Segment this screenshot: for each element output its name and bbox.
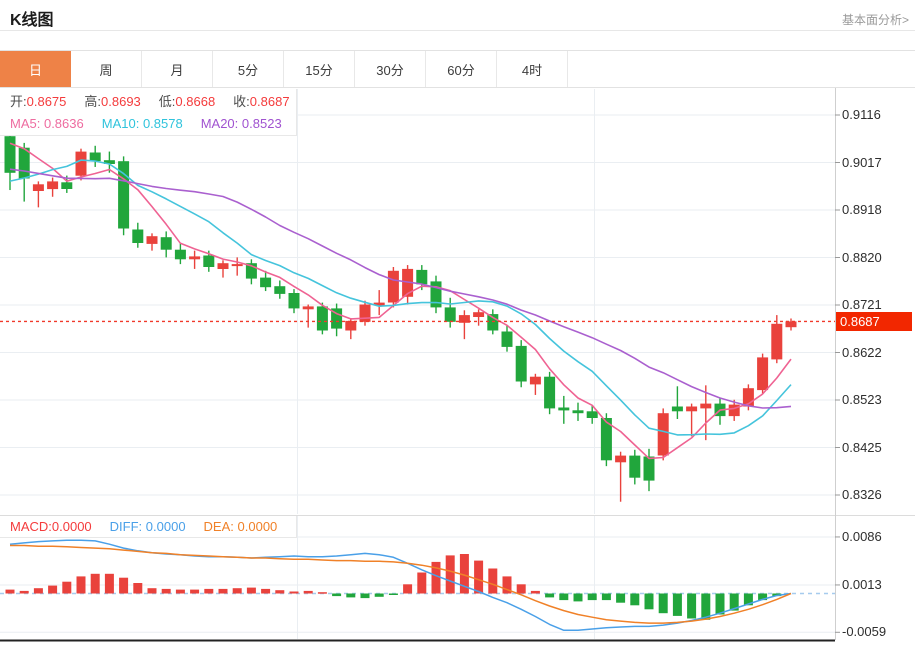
macd-axis-label: 0.0013	[842, 576, 882, 592]
price-axis-label: 0.9116	[842, 107, 881, 122]
price-axis-label: 0.8523	[842, 392, 882, 407]
tab-week[interactable]: 周	[71, 51, 142, 87]
tab-4hour[interactable]: 4时	[497, 51, 568, 87]
price-axis-label: 0.8622	[842, 344, 882, 360]
period-tab-strip: 日周月 5分 15分 30分 60分 4时	[0, 50, 915, 88]
price-axis-label: 0.9017	[842, 154, 882, 170]
macd-info-box: MACD:0.0000 DIFF: 0.0000 DEA: 0.0000	[0, 516, 297, 538]
price-axis-label: 0.8326	[842, 487, 882, 502]
macd-value: MACD:0.0000	[10, 519, 92, 534]
ma20-value: MA20: 0.8523	[200, 116, 282, 131]
tab-15min[interactable]: 15分	[284, 51, 355, 87]
macd-axis-label: 0.0086	[842, 528, 882, 544]
price-axis-label: 0.8820	[842, 249, 882, 265]
open-value: 开:0.8675	[10, 94, 67, 109]
price-axis-label: 0.8721	[842, 297, 882, 312]
tab-day[interactable]: 日	[0, 51, 71, 87]
price-axis-label: 0.8425	[842, 439, 882, 455]
current-price-flag: 0.8687	[836, 311, 912, 331]
ma10-value: MA10: 0.8578	[101, 116, 183, 131]
header-divider	[0, 30, 915, 31]
quote-info-box: 开:0.8675 高:0.8693 低:0.8668 收:0.8687 MA5:…	[0, 89, 297, 136]
high-value: 高:0.8693	[84, 94, 141, 109]
tab-5min[interactable]: 5分	[213, 51, 284, 87]
fundamental-analysis-link[interactable]: 基本面分析>	[841, 13, 909, 27]
low-value: 低:0.8668	[158, 94, 216, 109]
tab-month[interactable]: 月	[142, 51, 213, 87]
tab-60min[interactable]: 60分	[426, 51, 497, 87]
tab-30min[interactable]: 30分	[355, 51, 426, 87]
macd-axis-label: -0.0059	[842, 624, 887, 640]
dea-value: DEA: 0.0000	[203, 519, 278, 534]
diff-value: DIFF: 0.0000	[109, 519, 186, 534]
ohlc-row: 开:0.8675 高:0.8693 低:0.8668 收:0.8687	[0, 89, 296, 112]
price-axis-label: 0.8918	[842, 202, 882, 217]
close-value: 收:0.8687	[233, 94, 290, 109]
ma-row: MA5: 0.8636 MA10: 0.8578 MA20: 0.8523	[0, 112, 296, 135]
page-title: K线图	[10, 12, 54, 29]
ma5-value: MA5: 0.8636	[10, 116, 84, 131]
